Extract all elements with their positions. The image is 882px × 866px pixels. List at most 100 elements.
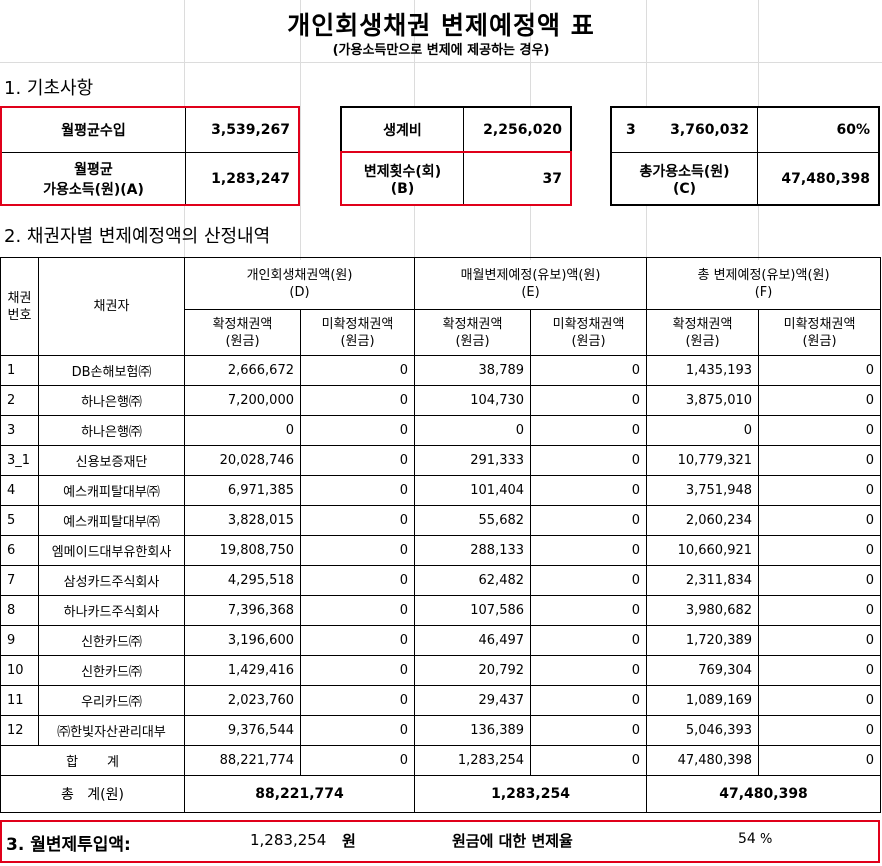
- col-value-1: 3: [626, 122, 636, 138]
- repay-count-value: 37: [542, 170, 562, 187]
- table-row: 4 예스캐피탈대부㈜ 6,971,385 0 101,404 0 3,751,948 0: [0, 475, 882, 506]
- monthly-fixed: 101,404: [414, 475, 532, 506]
- claim-fixed: 6,971,385: [184, 475, 301, 506]
- creditor-table: 채권 번호 채권자 개인회생채권액(원) (D) 매월변제예정(유보)액(원) …: [0, 257, 882, 813]
- table-row: 6 엠메이드대부유한회사 19,808,750 0 288,133 0 10,660,921…: [0, 535, 882, 566]
- total-unfixed: 0: [758, 535, 882, 566]
- monthly-fixed: 136,389: [414, 715, 532, 746]
- monthly-fixed: 104,730: [414, 385, 532, 416]
- monthly-fixed: 62,482: [414, 565, 532, 596]
- living-cost-box: 생계비 2,256,020 변제횟수(회) (B) 37: [340, 106, 572, 206]
- creditor-no: 10: [0, 655, 39, 686]
- sum-label: 합 계: [0, 745, 185, 776]
- creditor-name: 예스캐피탈대부㈜: [38, 505, 185, 536]
- total-fixed: 5,046,393: [646, 715, 760, 746]
- monthly-repayment-value: 1,283,254: [250, 831, 327, 849]
- total-fixed: 769,304: [646, 655, 760, 686]
- claim-fixed: 0: [184, 415, 301, 446]
- claim-fixed: 9,376,544: [184, 715, 301, 746]
- page-subtitle: (가용소득만으로 변제에 제공하는 경우): [332, 43, 550, 58]
- living-cost-label: 생계비: [383, 123, 422, 139]
- monthly-fixed: 29,437: [414, 685, 532, 716]
- claim-unfixed: 0: [299, 595, 416, 626]
- creditor-name: 하나은행㈜: [38, 385, 185, 416]
- monthly-fixed: 55,682: [414, 505, 532, 536]
- total-label: 총 계(원): [0, 775, 185, 813]
- table-row: 1 DB손해보험㈜ 2,666,672 0 38,789 0 1,435,193 0: [0, 355, 882, 386]
- table-row: 9 신한카드㈜ 3,196,600 0 46,497 0 1,720,389 0: [0, 625, 882, 656]
- claim-unfixed: 0: [299, 505, 416, 536]
- header-unfixed-f: 미확정채권액 (원금): [758, 309, 882, 356]
- header-total-f: 총 변제예정(유보)액(원) (F): [646, 257, 882, 310]
- total-unfixed: 0: [758, 445, 882, 476]
- creditor-no: 1: [0, 355, 39, 386]
- creditor-no: 12: [0, 715, 39, 746]
- creditor-name: 우리카드㈜: [38, 685, 185, 716]
- total-fixed: 1,720,389: [646, 625, 760, 656]
- creditor-name: 예스캐피탈대부㈜: [38, 475, 185, 506]
- claim-fixed: 7,396,368: [184, 595, 301, 626]
- page-title: 개인회생채권 변제예정액 표: [287, 11, 595, 40]
- monthly-unfixed: 0: [530, 535, 648, 566]
- creditor-no: 11: [0, 685, 39, 716]
- total-unfixed: 0: [758, 475, 882, 506]
- col-value-3: 60%: [836, 122, 870, 138]
- creditor-no: 3_1: [0, 445, 39, 476]
- sum-f-unfixed: 0: [758, 745, 882, 776]
- monthly-fixed: 20,792: [414, 655, 532, 686]
- total-unfixed: 0: [758, 595, 882, 626]
- creditor-name: 삼성카드주식회사: [38, 565, 185, 596]
- monthly-unfixed: 0: [530, 685, 648, 716]
- total-fixed: 2,311,834: [646, 565, 760, 596]
- claim-unfixed: 0: [299, 535, 416, 566]
- table-row: 12 ㈜한빛자산관리대부 9,376,544 0 136,389 0 5,046,393 0: [0, 715, 882, 746]
- table-row: 7 삼성카드주식회사 4,295,518 0 62,482 0 2,311,834 0: [0, 565, 882, 596]
- monthly-repayment-summary: 3. 월변제투입액: 1,283,254 원 원금에 대한 변제율 54 %: [0, 820, 880, 862]
- sum-d-unfixed: 0: [299, 745, 416, 776]
- monthly-unfixed: 0: [530, 385, 648, 416]
- creditor-no: 9: [0, 625, 39, 656]
- creditor-no: 6: [0, 535, 39, 566]
- avail-income-value: 1,283,247: [211, 170, 290, 187]
- sum-f-fixed: 47,480,398: [646, 745, 760, 776]
- monthly-income-label: 월평균수입: [61, 123, 126, 139]
- creditor-name: 신한카드㈜: [38, 655, 185, 686]
- header-creditor: 채권자: [38, 257, 185, 356]
- total-income-box: 3 3,760,032 60% 총가용소득(원) (C) 47,480,398: [610, 106, 880, 206]
- total-fixed: 1,089,169: [646, 685, 760, 716]
- repayment-ratio-label: 원금에 대한 변제율: [452, 832, 573, 850]
- table-row: 3_1 신용보증재단 20,028,746 0 291,333 0 10,779,321 0: [0, 445, 882, 476]
- repayment-ratio-value: 54: [738, 831, 756, 847]
- claim-fixed: 7,200,000: [184, 385, 301, 416]
- total-f: 47,480,398: [646, 775, 882, 813]
- claim-fixed: 3,828,015: [184, 505, 301, 536]
- monthly-fixed: 107,586: [414, 595, 532, 626]
- total-fixed: 3,980,682: [646, 595, 760, 626]
- creditor-name: 엠메이드대부유한회사: [38, 535, 185, 566]
- total-fixed: 3,751,948: [646, 475, 760, 506]
- monthly-unfixed: 0: [530, 475, 648, 506]
- total-fixed: 2,060,234: [646, 505, 760, 536]
- creditor-no: 8: [0, 595, 39, 626]
- monthly-unfixed: 0: [530, 415, 648, 446]
- monthly-unfixed: 0: [530, 565, 648, 596]
- header-monthly-e: 매월변제예정(유보)액(원) (E): [414, 257, 648, 310]
- section-basic-heading: 1. 기초사항: [4, 78, 94, 99]
- claim-fixed: 2,666,672: [184, 355, 301, 386]
- claim-fixed: 3,196,600: [184, 625, 301, 656]
- monthly-fixed: 288,133: [414, 535, 532, 566]
- section-creditor-heading: 2. 채권자별 변제예정액의 산정내역: [4, 226, 271, 247]
- total-unfixed: 0: [758, 505, 882, 536]
- monthly-fixed: 46,497: [414, 625, 532, 656]
- table-row: 8 하나카드주식회사 7,396,368 0 107,586 0 3,980,682 0: [0, 595, 882, 626]
- repayment-ratio-unit: %: [760, 832, 773, 847]
- monthly-fixed: 38,789: [414, 355, 532, 386]
- creditor-name: DB손해보험㈜: [38, 355, 185, 386]
- total-fixed: 10,660,921: [646, 535, 760, 566]
- total-unfixed: 0: [758, 715, 882, 746]
- monthly-income-value: 3,539,267: [211, 122, 290, 138]
- claim-fixed: 4,295,518: [184, 565, 301, 596]
- table-row: 11 우리카드㈜ 2,023,760 0 29,437 0 1,089,169 0: [0, 685, 882, 716]
- total-unfixed: 0: [758, 385, 882, 416]
- header-unfixed-e: 미확정채권액 (원금): [530, 309, 648, 356]
